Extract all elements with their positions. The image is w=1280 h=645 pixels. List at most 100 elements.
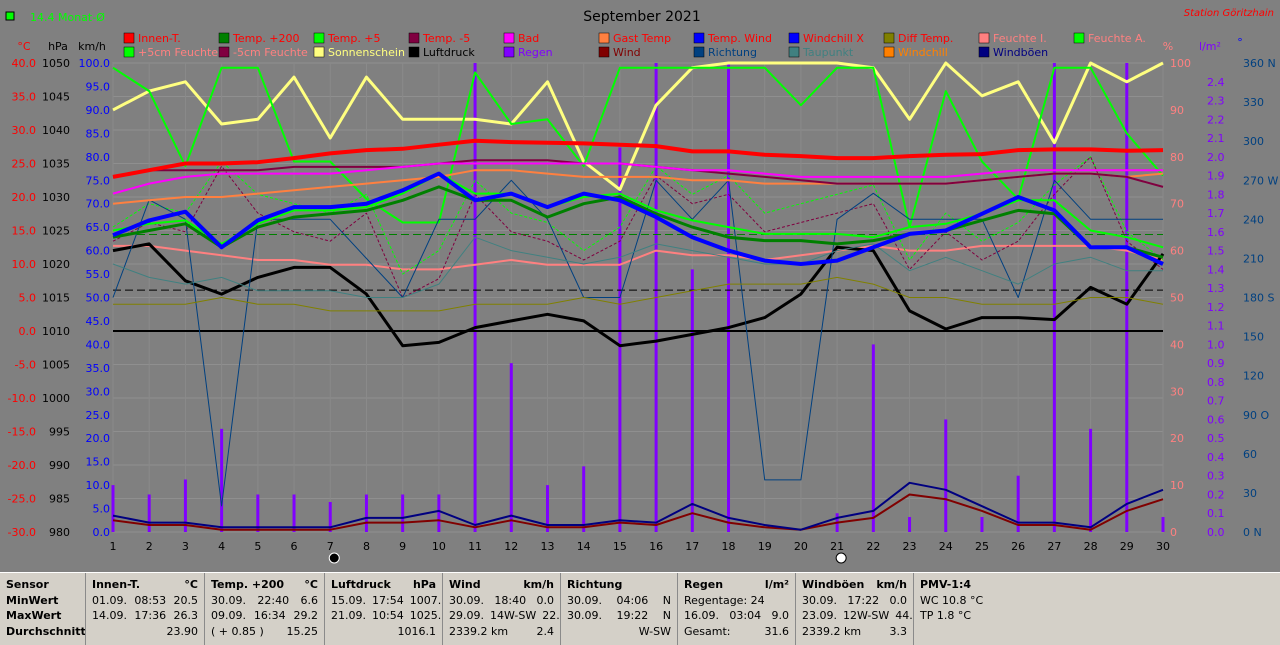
temp200-title: Temp. +200 xyxy=(211,578,285,591)
rain-bar xyxy=(690,269,694,532)
rain-bar xyxy=(545,485,549,532)
x-tick-label: 4 xyxy=(218,540,225,553)
axis-tick-temp_c: -20.0 xyxy=(8,459,36,472)
axis-tick-wind_kmh: 5.0 xyxy=(93,503,111,516)
x-tick-label: 24 xyxy=(939,540,953,553)
axis-tick-pressure_hpa: 1030 xyxy=(42,191,70,204)
axis-tick-wind_kmh: 20.0 xyxy=(86,432,111,445)
axis-tick-rain_lm2: 0.5 xyxy=(1207,432,1225,445)
x-tick-label: 30 xyxy=(1156,540,1170,553)
axis-tick-direction_deg: 210 xyxy=(1243,252,1264,265)
luftdruck-max-time: 10:54 xyxy=(372,609,404,622)
summary-table: Sensor MinWert MaxWert Durchschnitt Inne… xyxy=(0,572,1280,645)
regen-days: Regentage: 24 xyxy=(684,593,765,607)
rain-bar xyxy=(509,363,513,532)
axis-tick-wind_kmh: 50.0 xyxy=(86,292,111,305)
summary-col-temp200: Temp. +200 °C 30.09. 22:40 6.6 09.09. 16:34 2… xyxy=(205,573,325,645)
legend-swatch xyxy=(978,32,990,44)
x-axis: 1 2 3 4 5 6 7 8 9 10 11 12 13 14 15 16 17 18 19 20 21 22 23 24 2… xyxy=(110,540,1170,564)
axis-tick-humidity_pct: 70 xyxy=(1170,198,1184,211)
axis-tick-wind_kmh: 10.0 xyxy=(86,479,111,492)
richtung-min-date: 30.09. xyxy=(567,593,602,607)
legend-label: Richtung xyxy=(708,46,757,59)
temp200-max-time: 16:34 xyxy=(253,609,286,622)
axis-tick-pressure_hpa: 1010 xyxy=(42,325,70,338)
luftdruck-min-time: 17:54 xyxy=(372,593,404,607)
axis-tick-temp_c: -30.0 xyxy=(8,526,36,539)
rain-bar xyxy=(364,494,368,532)
legend-label: Regen xyxy=(518,46,553,59)
axis-tick-pressure_hpa: 1015 xyxy=(42,292,70,305)
legend-label: Windböen xyxy=(993,46,1048,59)
axis-tick-temp_c: 15.0 xyxy=(12,225,37,238)
axis-tick-direction_deg: 120 xyxy=(1243,370,1264,383)
rain-bar xyxy=(582,466,586,532)
axis-tick-temp_c: 30.0 xyxy=(12,124,37,137)
station-name: Station Göritzhain xyxy=(1184,8,1274,19)
legend-label: Gast Temp xyxy=(613,32,671,45)
unit-celsius: °C xyxy=(17,40,31,53)
axis-tick-rain_lm2: 0.3 xyxy=(1207,470,1225,483)
chart-background xyxy=(0,0,1280,572)
x-tick-label: 29 xyxy=(1120,540,1134,553)
legend-swatch xyxy=(313,32,325,44)
regen-max-time: 03:04 xyxy=(729,609,762,622)
axis-tick-direction_deg: 150 xyxy=(1243,331,1264,344)
luftdruck-title: Luftdruck xyxy=(331,578,391,591)
x-tick-label: 14 xyxy=(577,540,591,553)
legend-swatch xyxy=(313,46,325,58)
axis-tick-direction_deg: 330 xyxy=(1243,96,1264,109)
axis-tick-pressure_hpa: 985 xyxy=(49,493,70,506)
regen-total-label: Gesamt: xyxy=(684,624,731,638)
legend-label: Temp. Wind xyxy=(707,32,772,45)
axis-tick-wind_kmh: 90.0 xyxy=(86,104,111,117)
x-tick-label: 6 xyxy=(291,540,298,553)
summary-label-avg: Durchschnitt xyxy=(6,624,86,638)
legend-swatch xyxy=(788,32,800,44)
axis-tick-pressure_hpa: 1005 xyxy=(42,359,70,372)
series-line xyxy=(112,66,1164,229)
series-line xyxy=(113,244,1164,271)
axis-tick-pressure_hpa: 1045 xyxy=(42,91,70,104)
axis-tick-temp_c: 10.0 xyxy=(12,258,37,271)
summary-col-richtung: Richtung 30.09. 04:06 N 30.09. 19:22 N W-SW xyxy=(561,573,678,645)
x-tick-label: 9 xyxy=(399,540,406,553)
legend-swatch xyxy=(693,32,705,44)
pmv-tp: TP 1.8 °C xyxy=(920,609,972,622)
windboeen-title: Windböen xyxy=(802,578,865,591)
windboeen-avg-dist: 2339.2 km xyxy=(802,624,862,638)
windboeen-max-date: 23.09. xyxy=(802,609,837,622)
windboeen-max-time: 12W-SW xyxy=(843,609,890,622)
rain-bar xyxy=(473,63,477,532)
legend-swatch xyxy=(218,46,230,58)
axis-tick-wind_kmh: 40.0 xyxy=(86,338,111,351)
axis-tick-rain_lm2: 2.4 xyxy=(1207,76,1225,89)
temp200-min-date: 30.09. xyxy=(211,593,246,607)
rain-bar xyxy=(437,494,441,532)
x-tick-label: 10 xyxy=(432,540,446,553)
axis-tick-humidity_pct: 0 xyxy=(1170,526,1177,539)
axis-tick-rain_lm2: 0.1 xyxy=(1207,507,1225,520)
rain-bar xyxy=(111,485,115,532)
windboeen-min-date: 30.09. xyxy=(802,593,837,607)
axis-tick-wind_kmh: 45.0 xyxy=(86,315,111,328)
luftdruck-min-date: 15.09. xyxy=(331,593,366,607)
weather-chart: 14.4 Monat-Ø September 2021 Station Göri… xyxy=(0,0,1280,572)
temp200-min-time: 22:40 xyxy=(257,593,290,607)
rain-bar xyxy=(220,428,224,532)
luftdruck-unit: hPa xyxy=(412,578,436,591)
axis-tick-rain_lm2: 2.3 xyxy=(1207,95,1225,108)
innen-min: 20.5 xyxy=(173,593,198,607)
wind-min: 0.0 xyxy=(536,593,554,607)
series-line xyxy=(112,162,1163,195)
axis-tick-rain_lm2: 1.7 xyxy=(1207,207,1225,220)
rain-bar xyxy=(1052,63,1056,532)
temp200-min: 6.6 xyxy=(300,593,318,607)
axis-tick-pressure_hpa: 1000 xyxy=(42,392,70,405)
axis-tick-humidity_pct: 40 xyxy=(1170,338,1184,351)
innen-min-date: 01.09. xyxy=(92,593,127,607)
axis-tick-humidity_pct: 30 xyxy=(1170,385,1184,398)
axis-tick-direction_deg: 30 xyxy=(1243,487,1257,500)
axis-tick-rain_lm2: 0.7 xyxy=(1207,395,1225,408)
